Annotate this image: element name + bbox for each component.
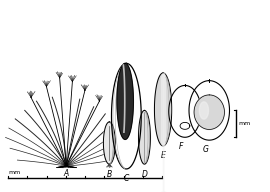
Text: G: G	[203, 145, 209, 154]
Text: C: C	[124, 174, 129, 183]
Polygon shape	[180, 122, 190, 129]
Text: F: F	[179, 142, 184, 151]
Polygon shape	[112, 63, 141, 169]
Polygon shape	[169, 85, 201, 137]
Text: E: E	[161, 151, 166, 160]
Text: B: B	[107, 170, 112, 179]
Text: A: A	[63, 169, 69, 178]
Polygon shape	[194, 95, 224, 129]
Polygon shape	[154, 73, 172, 146]
Polygon shape	[117, 63, 133, 139]
Text: mm: mm	[238, 121, 250, 126]
Text: D: D	[141, 170, 147, 179]
Text: mm: mm	[8, 170, 20, 175]
Polygon shape	[199, 102, 208, 119]
Polygon shape	[103, 122, 115, 164]
Polygon shape	[139, 110, 150, 164]
Polygon shape	[189, 81, 230, 140]
